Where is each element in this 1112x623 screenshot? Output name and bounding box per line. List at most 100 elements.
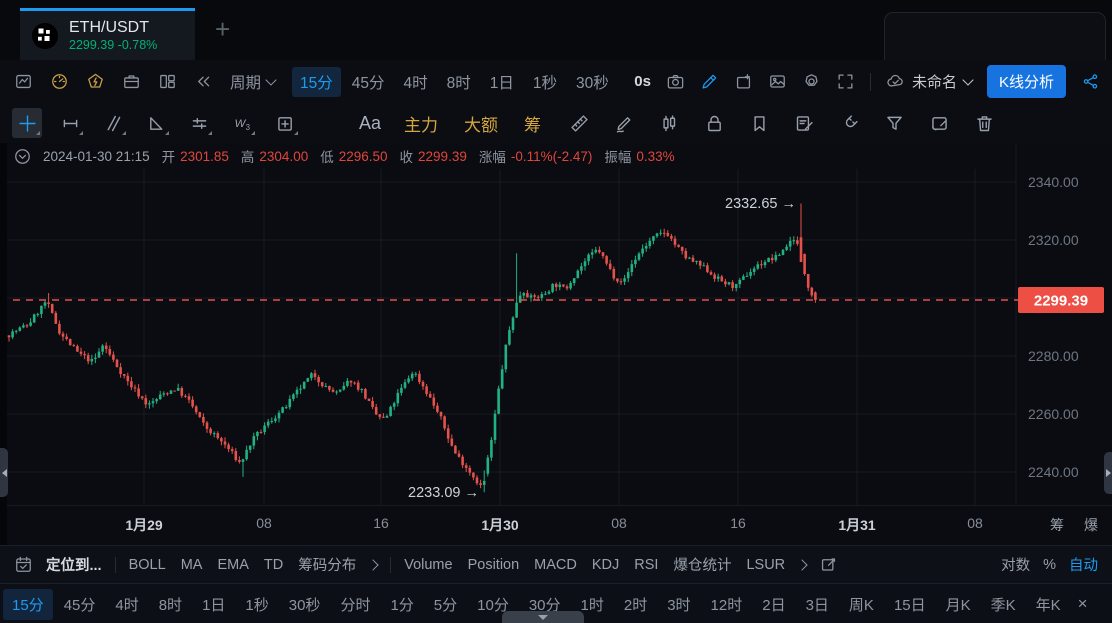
screenshot-icon[interactable] (768, 72, 787, 91)
trend-lines-icon[interactable] (98, 108, 128, 138)
locate-button[interactable]: 定位到... (46, 558, 102, 574)
indicator-MACD[interactable]: MACD (534, 556, 577, 573)
timeframe-1日[interactable]: 1日 (202, 596, 226, 614)
indicator-BOLL[interactable]: BOLL (128, 556, 166, 573)
indicator-LSUR[interactable]: LSUR (746, 556, 786, 573)
draw-icon[interactable] (700, 72, 719, 91)
toolbar-timeframe-item[interactable]: 45分 (351, 74, 385, 92)
ruler-icon[interactable] (564, 108, 594, 138)
layout-icon[interactable] (158, 72, 177, 91)
edit-indicators-icon[interactable] (819, 555, 838, 574)
filter-icon[interactable] (879, 108, 909, 138)
timeframe-分时[interactable]: 分时 (340, 596, 371, 614)
large-order-toggle[interactable]: 大额 (464, 115, 499, 135)
close-timeframe-bar-button[interactable]: × (1077, 594, 1088, 613)
symbol-tab[interactable]: ETH/USDT 2299.39 -0.78% (20, 8, 195, 60)
right-panel-expand-handle[interactable] (1104, 452, 1112, 494)
timeframe-45分[interactable]: 45分 (63, 596, 96, 614)
indicator-Volume[interactable]: Volume (404, 556, 453, 573)
timeframe-月K[interactable]: 月K (945, 596, 971, 614)
timeframe-周K[interactable]: 周K (848, 596, 874, 614)
note-edit-icon[interactable] (789, 108, 819, 138)
time-axis[interactable]: 筹 爆 1月29 08 16 1月30 08 16 1月31 08 (0, 505, 1112, 546)
fullscreen-icon[interactable] (836, 72, 855, 91)
timeframe-30秒[interactable]: 30秒 (288, 596, 321, 614)
candlestick-chart[interactable]: 2340.00 2320.00 2280.00 2260.00 2240.00 2299.… (0, 143, 1112, 505)
calendar-check-icon[interactable] (14, 555, 33, 574)
timeframe-1时[interactable]: 1时 (580, 596, 604, 614)
more-main-indicators-icon[interactable] (367, 558, 379, 571)
indicator-TD[interactable]: TD (263, 556, 284, 573)
magnet-icon[interactable] (834, 108, 864, 138)
indicator-RSI[interactable]: RSI (634, 556, 659, 573)
replay-edit-icon[interactable] (924, 108, 954, 138)
rewind-icon[interactable] (194, 72, 213, 91)
timeframe-年K[interactable]: 年K (1035, 596, 1061, 614)
timeframe-5分[interactable]: 5分 (433, 596, 458, 614)
timeframe-1分[interactable]: 1分 (390, 596, 414, 614)
text-tool[interactable]: Aa (359, 112, 382, 133)
kline-analysis-button[interactable]: K线分析 (986, 65, 1066, 98)
tab-bar: ETH/USDT 2299.39 -0.78% + (0, 0, 1112, 60)
timeframe-2日[interactable]: 2日 (762, 596, 786, 614)
left-panel-expand-handle[interactable] (0, 448, 8, 497)
candle-icon[interactable] (654, 108, 684, 138)
timeframe-4时[interactable]: 4时 (115, 596, 139, 614)
indicator-Position[interactable]: Position (467, 556, 520, 573)
bottom-collapse-handle[interactable] (502, 611, 584, 623)
timeframe-10分[interactable]: 10分 (477, 596, 509, 614)
crosshair-icon[interactable] (12, 108, 42, 138)
timeframe-12时[interactable]: 12时 (710, 596, 743, 614)
chip-toggle[interactable]: 筹 (524, 115, 542, 135)
toolbar-timeframe-item[interactable]: 8时 (446, 74, 471, 92)
indicator-KDJ[interactable]: KDJ (591, 556, 620, 573)
toolbar-timeframe-item[interactable]: 4时 (403, 74, 428, 92)
trash-icon[interactable] (969, 108, 999, 138)
timeframe-3时[interactable]: 3时 (667, 596, 691, 614)
period-dropdown[interactable]: 周期 (230, 71, 277, 93)
timeframe-30分[interactable]: 30分 (528, 596, 561, 614)
chart-panel-icon[interactable] (14, 72, 33, 91)
share-icon[interactable] (1081, 72, 1100, 91)
timeframe-15日[interactable]: 15日 (893, 596, 926, 614)
brush-icon[interactable] (609, 108, 639, 138)
toolbar-timeframe-item[interactable]: 1日 (489, 74, 514, 92)
new-tab-button[interactable]: + (215, 14, 231, 44)
indicator-爆仓统计[interactable]: 爆仓统计 (673, 558, 732, 574)
camera-icon[interactable] (666, 72, 685, 91)
toolbar-timeframe-item[interactable]: 15分 (292, 66, 341, 97)
toolbar-timeframe-item[interactable]: 1秒 (532, 74, 558, 92)
add-frame-icon[interactable] (734, 72, 753, 91)
timeframe-1秒[interactable]: 1秒 (245, 596, 269, 614)
segment-icon[interactable] (55, 108, 85, 138)
timeframe-8时[interactable]: 8时 (158, 596, 183, 614)
more-sub-indicators-icon[interactable] (796, 558, 808, 571)
auto-scale-toggle[interactable]: 自动 (1069, 558, 1098, 574)
chip-distribution-button[interactable]: 筹 (1050, 517, 1064, 533)
timeframe-季K[interactable]: 季K (990, 596, 1016, 614)
timeframe-15分[interactable]: 15分 (3, 588, 53, 620)
box-plus-icon[interactable] (270, 108, 300, 138)
briefcase-icon[interactable] (122, 72, 141, 91)
lock-icon[interactable] (699, 108, 729, 138)
liquidation-button[interactable]: 爆 (1084, 517, 1098, 533)
collapse-ohlc-icon[interactable] (13, 147, 32, 166)
parallel-channel-icon[interactable] (184, 108, 214, 138)
indicator-MA[interactable]: MA (180, 556, 203, 573)
flash-pentagon-icon[interactable] (86, 72, 105, 91)
gauge-icon[interactable] (50, 72, 69, 91)
timeframe-3日[interactable]: 3日 (805, 596, 829, 614)
main-force-toggle[interactable]: 主力 (404, 115, 439, 135)
timeframe-2时[interactable]: 2时 (623, 596, 648, 614)
percent-scale-toggle[interactable]: % (1043, 556, 1056, 573)
gear-icon[interactable] (802, 72, 821, 91)
cloud-check-icon (886, 72, 905, 91)
triangle-icon[interactable] (141, 108, 171, 138)
workspace-dropdown[interactable]: 未命名 (886, 71, 974, 92)
indicator-EMA[interactable]: EMA (217, 556, 249, 573)
bookmark-icon[interactable] (744, 108, 774, 138)
toolbar-timeframe-item[interactable]: 30秒 (576, 74, 609, 92)
indicator-筹码分布[interactable]: 筹码分布 (298, 558, 357, 574)
log-scale-toggle[interactable]: 对数 (1001, 558, 1031, 574)
